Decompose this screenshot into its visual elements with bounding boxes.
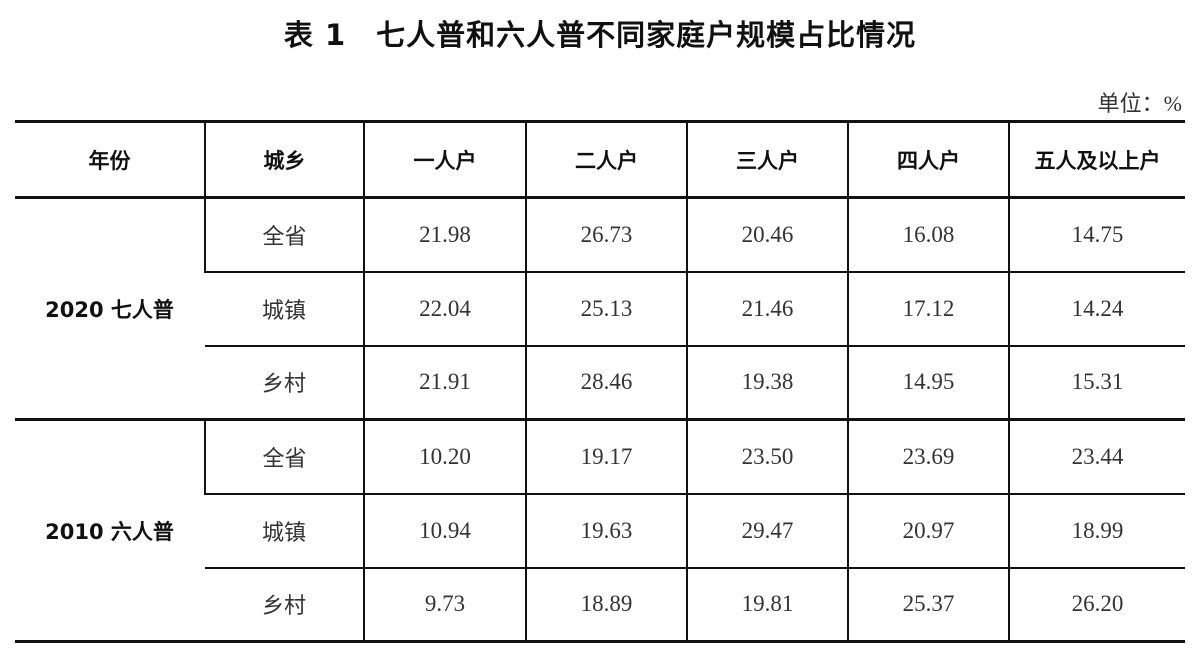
header-row: 年份 城乡 一人户 二人户 三人户 四人户 五人及以上户 bbox=[15, 120, 1185, 199]
value-cell: 26.20 bbox=[1008, 567, 1185, 643]
value-cell: 26.73 bbox=[525, 197, 687, 273]
column-header: 五人及以上户 bbox=[1008, 120, 1185, 199]
value-cell: 10.94 bbox=[363, 493, 526, 569]
value-cell: 19.63 bbox=[525, 493, 687, 569]
column-header: 年份 bbox=[15, 120, 205, 199]
value-cell: 20.46 bbox=[686, 197, 848, 273]
area-cell: 乡村 bbox=[205, 345, 364, 421]
column-header: 三人户 bbox=[686, 120, 848, 199]
area-cell: 全省 bbox=[204, 419, 364, 495]
value-cell: 9.73 bbox=[363, 567, 526, 643]
value-cell: 29.47 bbox=[686, 493, 848, 569]
value-cell: 18.89 bbox=[525, 567, 687, 643]
value-cell: 21.46 bbox=[686, 271, 848, 347]
household-size-table: 年份 城乡 一人户 二人户 三人户 四人户 五人及以上户 2020 七人普 全省 21.98 26… bbox=[15, 120, 1185, 643]
table-row: 城镇 10.94 19.63 29.47 20.97 18.99 bbox=[15, 493, 1185, 569]
value-cell: 21.91 bbox=[363, 345, 526, 421]
value-cell: 25.37 bbox=[847, 567, 1009, 643]
table-row: 乡村 9.73 18.89 19.81 25.37 26.20 bbox=[15, 567, 1185, 643]
table-row: 2010 六人普 全省 10.20 19.17 23.50 23.69 23.44 bbox=[15, 419, 1185, 643]
table-row: 2020 七人普 全省 21.98 26.73 20.46 16.08 14.75 bbox=[15, 197, 1185, 421]
value-cell: 14.24 bbox=[1008, 271, 1185, 347]
area-cell: 城镇 bbox=[205, 493, 364, 569]
column-header: 一人户 bbox=[363, 120, 526, 199]
value-cell: 19.17 bbox=[525, 419, 687, 495]
value-cell: 23.44 bbox=[1008, 419, 1185, 495]
value-cell: 17.12 bbox=[847, 271, 1009, 347]
value-cell: 10.20 bbox=[363, 419, 526, 495]
table-title: 表 1 七人普和六人普不同家庭户规模占比情况 bbox=[283, 18, 917, 52]
value-cell: 19.38 bbox=[686, 345, 848, 421]
value-cell: 14.95 bbox=[847, 345, 1009, 421]
column-header: 城乡 bbox=[204, 120, 364, 199]
area-cell: 乡村 bbox=[205, 567, 364, 643]
year-cell: 2010 六人普 bbox=[15, 419, 205, 643]
unit-label: 单位：% bbox=[1097, 91, 1182, 116]
area-cell: 城镇 bbox=[205, 271, 364, 347]
value-cell: 21.98 bbox=[363, 197, 526, 273]
value-cell: 22.04 bbox=[363, 271, 526, 347]
value-cell: 25.13 bbox=[525, 271, 687, 347]
value-cell: 23.69 bbox=[847, 419, 1009, 495]
year-cell: 2020 七人普 bbox=[15, 197, 205, 421]
value-cell: 19.81 bbox=[686, 567, 848, 643]
table-row: 乡村 21.91 28.46 19.38 14.95 15.31 bbox=[15, 345, 1185, 421]
column-header: 四人户 bbox=[847, 120, 1009, 199]
value-cell: 28.46 bbox=[525, 345, 687, 421]
value-cell: 18.99 bbox=[1008, 493, 1185, 569]
table-row: 城镇 22.04 25.13 21.46 17.12 14.24 bbox=[15, 271, 1185, 347]
column-header: 二人户 bbox=[525, 120, 687, 199]
value-cell: 15.31 bbox=[1008, 345, 1185, 421]
value-cell: 14.75 bbox=[1008, 197, 1185, 273]
value-cell: 20.97 bbox=[847, 493, 1009, 569]
value-cell: 23.50 bbox=[686, 419, 848, 495]
area-cell: 全省 bbox=[204, 197, 364, 273]
value-cell: 16.08 bbox=[847, 197, 1009, 273]
